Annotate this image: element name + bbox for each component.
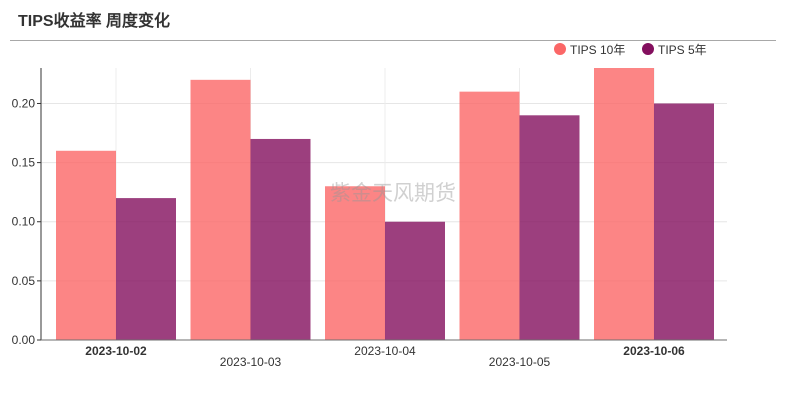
bar-series-1-2023-10-05[interactable] (519, 115, 580, 340)
y-tick-label: 0.10 (12, 215, 36, 229)
legend-item-tips-10y[interactable]: TIPS 10年 (554, 42, 626, 57)
bar-series-1-2023-10-03[interactable] (250, 138, 311, 340)
chart-title: TIPS收益率 周度变化 (18, 13, 171, 30)
bar-series-1-2023-10-02[interactable] (116, 198, 176, 340)
x-tick-label: 2023-10-05 (489, 355, 551, 369)
legend-label-tips-5y: TIPS 5年 (658, 42, 707, 57)
bar-series-0-2023-10-06[interactable] (594, 68, 654, 340)
legend-marker-circle-icon (554, 43, 566, 55)
bars (56, 68, 714, 341)
legend-item-tips-5y[interactable]: TIPS 5年 (642, 42, 707, 57)
x-tick-label: 2023-10-06 (623, 344, 685, 358)
y-tick-label: 0.05 (12, 274, 36, 288)
bar-series-0-2023-10-02[interactable] (56, 150, 116, 340)
axes (37, 68, 727, 341)
bar-series-0-2023-10-04[interactable] (325, 186, 385, 340)
bar-series-0-2023-10-03[interactable] (190, 79, 251, 341)
legend-label-tips-10y: TIPS 10年 (570, 42, 626, 57)
title-divider (10, 40, 776, 41)
x-tick-label: 2023-10-03 (220, 355, 282, 369)
x-tick-label: 2023-10-02 (85, 344, 147, 358)
y-axis-labels: 0.00 0.05 0.10 0.15 0.20 (12, 96, 36, 347)
x-tick-label: 2023-10-04 (354, 344, 416, 358)
y-tick-label: 0.15 (12, 156, 36, 170)
y-tick-label: 0.00 (12, 333, 36, 347)
legend-marker-circle-icon (642, 43, 654, 55)
bar-series-0-2023-10-05[interactable] (459, 91, 520, 340)
x-axis-labels: 2023-10-02 2023-10-03 2023-10-04 2023-10-05… (85, 344, 685, 369)
y-tick-label: 0.20 (12, 96, 36, 110)
bar-series-1-2023-10-06[interactable] (654, 103, 714, 340)
bar-series-1-2023-10-04[interactable] (385, 221, 445, 340)
